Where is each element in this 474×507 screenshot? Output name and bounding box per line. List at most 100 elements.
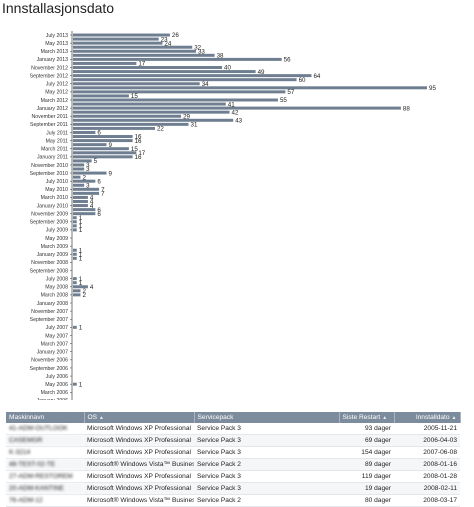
y-tick-label: September 2012 [30,73,68,79]
y-tick-label: May 2011 [46,138,69,144]
y-tick-label: January 2010 [37,203,69,209]
data-label: 38 [217,53,224,60]
data-label: 1 [79,276,83,283]
bar [73,37,159,41]
cell-os: Microsoft® Windows Vista™ Business [84,458,194,471]
data-label: 15 [131,93,138,100]
data-label: 26 [172,32,179,39]
cell-machine-name: 76-ADM-12 [6,494,84,507]
bar [73,179,96,183]
cell-os: Microsoft Windows XP Professional [84,423,194,435]
bar [73,61,137,65]
bar [73,74,312,78]
y-tick-label: July 2012 [46,82,68,88]
sort-arrows-icon: ▲ [382,415,388,421]
y-tick-label: March 2007 [41,341,69,347]
cell-install-date: 2006-04-03 [394,434,460,447]
bar [73,208,96,212]
cell-servicepack: Service Pack 3 [194,423,339,435]
bar [73,139,133,143]
data-label: 95 [429,85,436,92]
column-header-os[interactable]: OS ▲ [84,412,195,423]
data-label: 60 [299,77,306,84]
cell-servicepack: Service Pack 3 [194,434,339,447]
y-tick-label: November 2010 [31,163,68,169]
column-header-servicepack[interactable]: Servicepack [194,412,340,423]
bar [73,175,81,179]
cell-machine-name: CASEMGR [6,434,84,447]
bar [73,78,297,82]
y-tick-label: March 2012 [41,98,69,104]
y-tick-label: May 2006 [45,382,68,388]
data-label: 1 [79,256,83,263]
data-label: 1 [79,280,83,287]
y-tick-label: March 2008 [41,293,69,299]
sort-arrows-icon: ▲ [451,415,457,421]
table-row[interactable]: K-3214 Microsoft Windows XP Professional S… [6,446,460,459]
data-label: 6 [97,207,101,214]
data-label: 1 [79,219,83,226]
bar [73,256,77,260]
bar [73,212,96,216]
cell-os: Microsoft Windows XP Professional [84,446,194,459]
bar [73,248,77,252]
cell-install-date: 2008-02-11 [394,482,460,495]
y-tick-label: January 2008 [37,301,69,307]
bar [73,126,155,130]
cell-servicepack: Service Pack 2 [194,458,339,471]
y-tick-label: May 2009 [45,236,68,242]
data-label: 1 [79,325,83,332]
data-label: 1 [79,247,83,254]
y-tick-label: March 2010 [41,195,69,201]
bar [73,167,85,171]
y-tick-label: January 2013 [37,57,69,63]
data-label: 17 [138,150,145,157]
data-label: 16 [135,134,142,141]
table-row[interactable]: 20-ADM-KANTINE Microsoft Windows XP Profe… [6,482,460,495]
bar [73,98,278,102]
y-tick-label: January 2007 [37,350,69,356]
bar [73,171,107,175]
data-label: 5 [94,158,98,165]
bar [73,199,88,203]
bar [73,293,81,297]
y-tick-label: March 2006 [41,390,69,396]
y-tick-label: May 2008 [45,285,68,291]
table-row[interactable]: 27-ADM-RESTOREM Microsoft Windows XP Prof… [6,470,460,483]
bar [73,57,282,61]
column-header-machine-name[interactable]: Maskinnavn [6,412,85,423]
y-tick-label: July 2011 [46,130,68,136]
y-tick-label: November 2012 [31,65,68,71]
data-label: 33 [198,48,205,55]
y-tick-label: September 2006 [30,366,68,372]
data-label: 7 [101,191,105,198]
data-label: 29 [183,113,190,120]
bar [73,382,77,386]
sort-arrows-icon: ▲ [99,415,104,421]
column-header-install-date[interactable]: Innstalldato ▲ [394,412,461,423]
bar [73,41,163,45]
data-label: 41 [228,101,235,108]
data-label: 16 [135,154,142,161]
data-label: 49 [258,69,265,76]
y-tick-label: July 2010 [46,179,68,185]
data-label: 57 [287,89,294,96]
table-row[interactable]: 48-TEST-02-TE Microsoft® Windows Vista™ B… [6,458,460,471]
data-label: 1 [79,251,83,258]
cell-servicepack: Service Pack 3 [194,470,339,483]
data-label: 7 [101,187,105,194]
data-label: 3 [86,162,90,169]
bar [73,82,200,86]
bar [73,187,100,191]
table-row[interactable]: 41-ADM-OUTLOOK Microsoft Windows XP Profe… [6,423,460,435]
bar [73,277,77,281]
table-row[interactable]: 76-ADM-12 Microsoft® Windows Vista™ Busin… [6,494,460,507]
chart-title: Innstallasjonsdato [2,0,115,16]
bar [73,151,137,155]
data-label: 1 [79,381,83,388]
bar [73,130,96,134]
cell-last-restart: 93 dager [339,423,394,435]
table-row[interactable]: CASEMGR Microsoft Windows XP Professional… [6,434,460,447]
y-tick-label: November 2011 [31,114,68,120]
column-header-last-restart[interactable]: Siste Restart ▲ [339,412,395,423]
